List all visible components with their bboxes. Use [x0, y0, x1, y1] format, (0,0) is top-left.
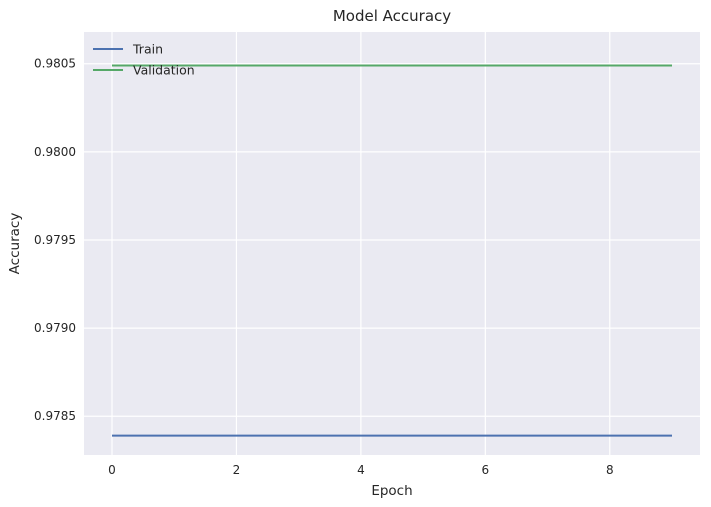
legend: Train Validation: [93, 42, 195, 78]
chart-title: Model Accuracy: [333, 7, 451, 25]
y-tick-label: 0.9785: [34, 409, 76, 423]
legend-label-train: Train: [132, 42, 163, 57]
legend-label-validation: Validation: [133, 63, 195, 78]
x-tick-label: 4: [357, 463, 365, 477]
y-tick-label: 0.9795: [34, 233, 76, 247]
y-tick-label: 0.9790: [34, 321, 76, 335]
grid: [84, 32, 700, 455]
y-axis-title: Accuracy: [7, 213, 23, 275]
x-tick-label: 8: [606, 463, 614, 477]
series-lines: [112, 64, 672, 437]
y-tick-label: 0.9800: [34, 145, 76, 159]
plot-area: [84, 32, 700, 455]
tick-labels: 0 2 4 6 8 0.9785 0.9790 0.9795 0.9800 0.9805: [34, 57, 614, 477]
x-tick-label: 6: [482, 463, 490, 477]
x-tick-label: 2: [233, 463, 241, 477]
x-axis-title: Epoch: [371, 483, 412, 499]
y-tick-label: 0.9805: [34, 57, 76, 71]
x-tick-label: 0: [108, 463, 116, 477]
